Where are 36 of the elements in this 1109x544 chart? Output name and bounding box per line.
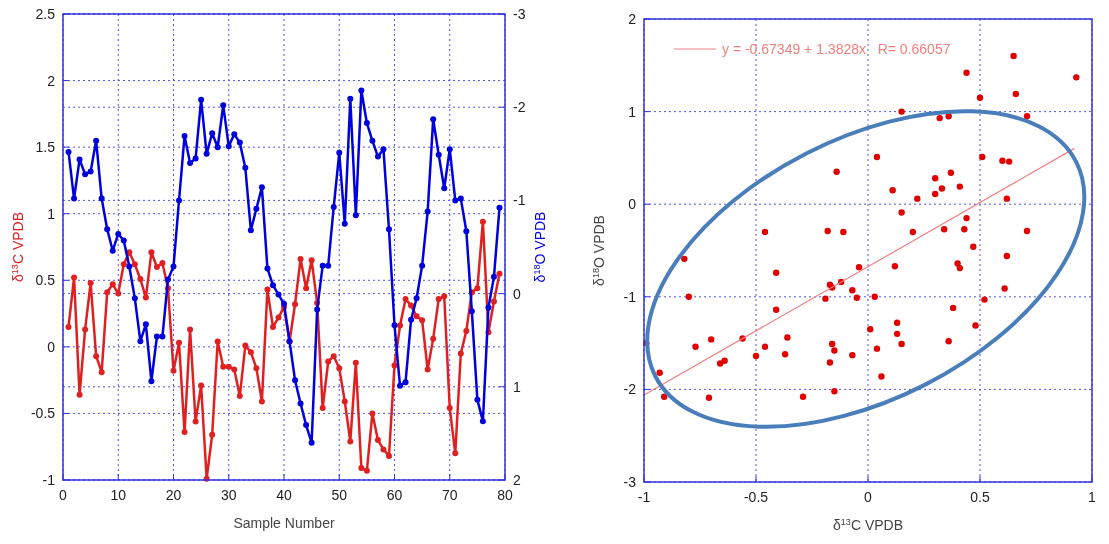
legend-label: y = -0.67349 + 1.3828x R= 0.66057 <box>722 41 951 57</box>
y-tick-label: -1 <box>42 472 56 488</box>
y-tick-label: -0.5 <box>30 405 56 422</box>
x-tick-label: 50 <box>331 487 348 503</box>
y-tick-label: -3 <box>623 474 637 490</box>
x-tick-label: -0.5 <box>743 489 769 505</box>
x-axis-title: δ$^{13}$C VPDB <box>832 517 904 533</box>
y-tick-label: 1 <box>47 205 56 222</box>
x-tick-label: 20 <box>165 487 182 503</box>
y-tick-label: 1 <box>628 103 637 120</box>
x-tick-label: 80 <box>497 487 513 503</box>
y2-tick-label: -2 <box>513 99 526 116</box>
y2-tick-label: -3 <box>513 6 526 22</box>
x-axis-title: Sample Number <box>233 515 335 531</box>
x-tick-label: 10 <box>110 487 127 503</box>
x-tick-label: 0 <box>864 489 873 505</box>
y2-tick-label: -1 <box>513 192 526 209</box>
y2-tick-label: 0 <box>513 285 521 302</box>
x-tick-label: 0 <box>59 487 68 503</box>
y2-tick-label: 1 <box>513 378 521 395</box>
y-tick-label: 2.5 <box>35 6 56 22</box>
x-tick-label: 1 <box>1088 489 1097 505</box>
x-tick-label: 70 <box>441 487 458 503</box>
y-tick-label: 1.5 <box>35 139 56 156</box>
y-tick-label: 2 <box>47 72 56 89</box>
y-tick-label: 0 <box>47 338 56 355</box>
x-tick-label: 0.5 <box>970 489 990 505</box>
x-tick-label: 30 <box>220 487 237 503</box>
x-tick-label: 40 <box>276 487 292 503</box>
y-tick-label: -2 <box>623 381 637 398</box>
y2-tick-label: 2 <box>513 472 521 488</box>
x-tick-label: 60 <box>386 487 403 503</box>
y-tick-label: 0.5 <box>35 272 56 289</box>
y-tick-label: 2 <box>628 11 637 27</box>
y-tick-label: 0 <box>628 196 637 213</box>
y-tick-label: -1 <box>623 288 637 305</box>
